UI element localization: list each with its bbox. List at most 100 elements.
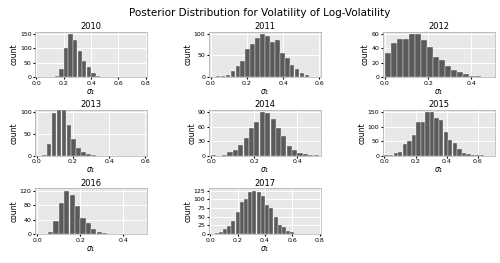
Bar: [427, 47, 433, 77]
Bar: [54, 221, 59, 234]
Bar: [457, 149, 462, 156]
Bar: [48, 232, 53, 234]
Bar: [240, 202, 244, 234]
Bar: [232, 221, 235, 234]
Title: 2014: 2014: [254, 100, 276, 109]
Bar: [426, 112, 430, 156]
Bar: [433, 57, 439, 77]
Bar: [226, 74, 230, 77]
Title: 2010: 2010: [80, 22, 102, 31]
Bar: [91, 229, 96, 234]
Bar: [47, 144, 52, 156]
Bar: [91, 155, 96, 156]
Bar: [265, 205, 269, 234]
Bar: [76, 148, 81, 156]
X-axis label: σ₁: σ₁: [435, 165, 443, 174]
Bar: [73, 40, 78, 77]
X-axis label: σ₁: σ₁: [435, 87, 443, 96]
Title: 2013: 2013: [80, 100, 102, 109]
Bar: [230, 71, 235, 77]
Bar: [476, 155, 480, 156]
Bar: [227, 226, 231, 234]
Title: 2011: 2011: [254, 22, 276, 31]
Bar: [238, 145, 244, 156]
Bar: [308, 155, 314, 156]
Bar: [265, 113, 270, 156]
Bar: [78, 51, 82, 77]
Bar: [244, 138, 248, 156]
Bar: [389, 155, 394, 156]
Bar: [261, 196, 265, 234]
Bar: [412, 135, 416, 156]
Bar: [60, 69, 64, 77]
Bar: [398, 152, 402, 156]
Bar: [391, 43, 397, 77]
Bar: [439, 60, 444, 77]
Bar: [451, 70, 456, 77]
Bar: [260, 112, 265, 156]
X-axis label: σ₁: σ₁: [261, 87, 269, 96]
X-axis label: σ₁: σ₁: [87, 244, 95, 253]
Bar: [240, 61, 245, 77]
Title: 2016: 2016: [80, 179, 102, 188]
Bar: [86, 67, 91, 77]
Bar: [270, 42, 274, 77]
Bar: [290, 65, 294, 77]
Bar: [285, 58, 290, 77]
Bar: [290, 232, 294, 234]
Bar: [280, 53, 284, 77]
Bar: [278, 225, 281, 234]
Bar: [248, 192, 252, 234]
Bar: [303, 154, 308, 156]
Bar: [314, 155, 319, 156]
Bar: [407, 141, 412, 156]
Bar: [298, 153, 302, 156]
Bar: [444, 132, 448, 156]
Bar: [265, 36, 270, 77]
Bar: [452, 143, 457, 156]
Bar: [274, 217, 278, 234]
Bar: [86, 223, 91, 234]
Title: 2017: 2017: [254, 179, 276, 188]
Bar: [439, 120, 444, 156]
Bar: [403, 39, 409, 77]
Bar: [228, 153, 232, 156]
Bar: [249, 128, 254, 156]
Bar: [82, 152, 86, 156]
Y-axis label: count: count: [187, 122, 196, 144]
X-axis label: σ₁: σ₁: [261, 244, 269, 253]
Bar: [286, 231, 290, 234]
Bar: [223, 229, 227, 234]
Bar: [282, 227, 286, 234]
Bar: [434, 119, 439, 156]
Bar: [246, 49, 250, 77]
Bar: [416, 122, 420, 156]
X-axis label: σ₁: σ₁: [261, 165, 269, 174]
Bar: [471, 155, 475, 156]
Y-axis label: count: count: [184, 44, 192, 65]
Bar: [457, 72, 462, 77]
Bar: [409, 34, 415, 77]
Bar: [286, 146, 292, 156]
Bar: [233, 150, 238, 156]
Bar: [300, 73, 304, 77]
Bar: [86, 154, 91, 156]
Bar: [466, 154, 470, 156]
Bar: [236, 67, 240, 77]
Bar: [66, 125, 71, 156]
Bar: [260, 34, 265, 77]
Y-axis label: count: count: [10, 122, 18, 144]
Bar: [91, 73, 96, 77]
Y-axis label: count: count: [10, 44, 18, 65]
Bar: [250, 44, 255, 77]
Bar: [475, 76, 480, 77]
Bar: [254, 123, 260, 156]
Bar: [385, 53, 391, 77]
Bar: [402, 144, 407, 156]
Y-axis label: count: count: [10, 200, 18, 222]
Text: Posterior Distribution for Volatility of Log-Volatility: Posterior Distribution for Volatility of…: [130, 8, 390, 18]
Bar: [62, 109, 66, 156]
Title: 2012: 2012: [428, 22, 450, 31]
Y-axis label: count: count: [361, 44, 370, 65]
Bar: [214, 233, 218, 234]
